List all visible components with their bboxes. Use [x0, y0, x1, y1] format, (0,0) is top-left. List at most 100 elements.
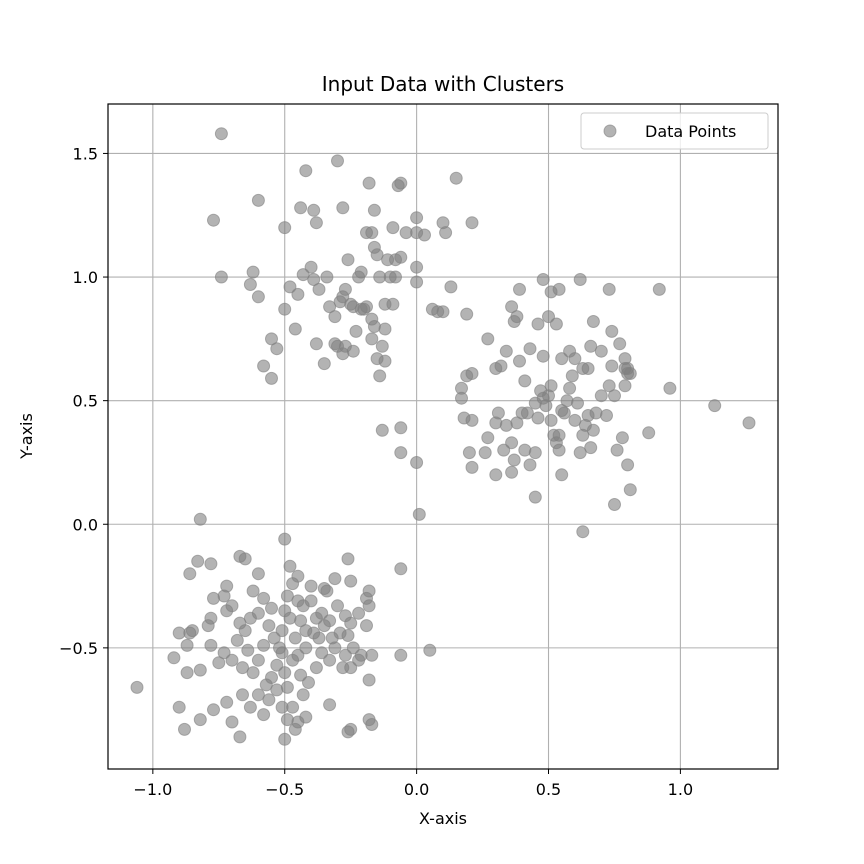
data-point [331, 154, 344, 168]
data-point [465, 460, 479, 474]
x-tick-label: 0.5 [536, 780, 561, 799]
data-point [378, 322, 392, 336]
data-point [594, 344, 608, 358]
y-tick-label: 1.5 [73, 144, 98, 163]
data-point [389, 270, 402, 284]
data-point [278, 732, 292, 746]
data-point [560, 394, 574, 408]
data-point [418, 228, 431, 242]
data-point [346, 641, 360, 655]
data-point [410, 456, 424, 469]
data-point [365, 332, 379, 346]
data-point [465, 413, 479, 427]
data-point [623, 483, 637, 497]
data-point [257, 359, 271, 373]
data-point [328, 641, 342, 655]
data-point [317, 357, 331, 371]
data-point [360, 300, 373, 314]
data-point [257, 638, 271, 652]
data-point [518, 443, 532, 457]
x-axis-ticks: −1.0 −0.5 0.0 0.5 1.0 [133, 769, 693, 799]
data-point [536, 349, 550, 363]
data-point [286, 700, 300, 714]
data-point [412, 507, 426, 521]
legend-entry-data-points: Data Points [645, 122, 736, 141]
data-points [130, 127, 756, 746]
data-point [481, 431, 495, 445]
data-point [307, 273, 321, 286]
data-point [167, 651, 181, 665]
data-point [283, 559, 297, 573]
data-point [315, 606, 329, 620]
data-point [336, 201, 350, 215]
data-point [394, 648, 408, 662]
data-point [225, 653, 239, 667]
data-point [207, 703, 220, 717]
data-point [309, 337, 323, 351]
data-point [331, 599, 344, 613]
chart-title: Input Data with Clusters [322, 72, 564, 96]
data-point [344, 297, 358, 311]
data-point [193, 713, 207, 727]
x-tick-label: −0.5 [265, 780, 304, 799]
data-point [178, 722, 191, 736]
data-point [291, 287, 305, 301]
data-point [568, 413, 582, 427]
data-point [328, 572, 342, 586]
data-point [610, 443, 624, 457]
data-point [581, 362, 595, 375]
data-point [462, 446, 476, 460]
data-point [410, 211, 424, 225]
data-point [375, 423, 389, 437]
data-point [323, 614, 337, 628]
data-point [386, 297, 400, 311]
data-point [212, 656, 226, 670]
data-point [341, 725, 355, 739]
data-point [130, 680, 144, 694]
data-point [513, 354, 526, 368]
data-point [283, 280, 297, 294]
data-point [478, 446, 492, 460]
y-axis-ticks: −0.5 0.0 0.5 1.0 1.5 [59, 144, 108, 658]
data-point [536, 273, 550, 286]
data-point [499, 344, 513, 358]
axes-frame [107, 103, 779, 770]
data-point [341, 629, 355, 642]
data-point [494, 359, 508, 373]
data-point [278, 532, 292, 546]
data-point [246, 265, 260, 279]
data-point [365, 718, 379, 731]
data-point [528, 490, 542, 504]
data-point [214, 127, 228, 141]
data-point [296, 688, 310, 702]
data-point [602, 282, 616, 296]
data-point [370, 248, 384, 262]
data-point [299, 164, 313, 178]
data-point [344, 661, 358, 675]
data-point [531, 317, 545, 331]
data-point [341, 253, 355, 267]
data-point [531, 411, 545, 425]
data-point [528, 446, 542, 460]
data-point [375, 339, 389, 353]
data-point [304, 594, 318, 608]
data-point [280, 713, 294, 727]
data-point [623, 367, 637, 380]
data-point [251, 193, 265, 207]
data-point [294, 201, 308, 215]
data-point [286, 577, 300, 591]
data-point [251, 606, 265, 620]
data-point [621, 458, 635, 472]
data-point [552, 443, 566, 457]
data-point [360, 619, 373, 633]
data-point [241, 643, 255, 657]
data-point [243, 700, 257, 714]
data-point [505, 300, 519, 314]
data-point [270, 658, 284, 672]
data-point [262, 693, 276, 707]
data-point [220, 695, 234, 709]
data-point [576, 525, 590, 539]
data-point [394, 562, 408, 576]
x-tick-label: −1.0 [133, 780, 172, 799]
data-point [323, 300, 337, 314]
